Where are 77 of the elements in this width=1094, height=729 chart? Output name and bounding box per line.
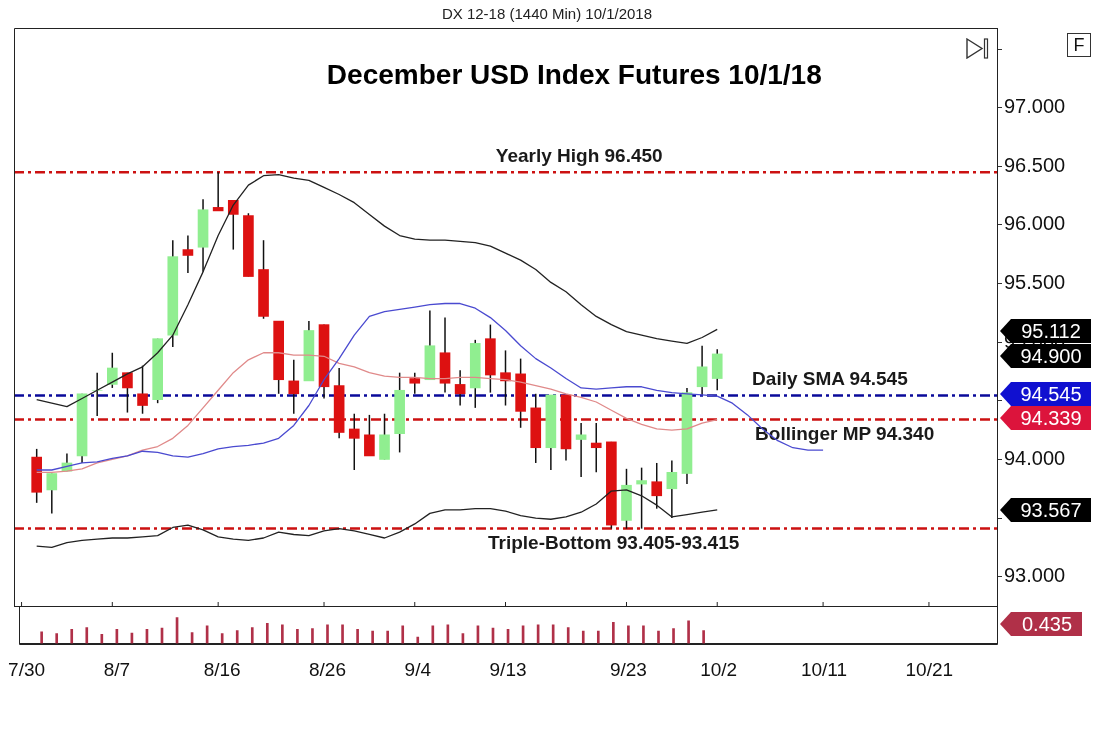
bar [235,630,239,644]
text: 93.567 [1020,498,1082,521]
bar [311,628,314,644]
category-label: 9/23 [609,659,647,681]
bar [702,630,705,644]
category-label: 8/16 [203,659,241,681]
toolbar-button: F [1067,33,1091,57]
candlestick [696,344,708,396]
bar [596,630,600,644]
bar [371,630,374,644]
category-label: 8/7 [103,659,131,681]
bar [326,624,329,644]
candlestick [182,234,194,274]
candlestick [500,349,511,407]
bar [281,624,284,644]
bar [70,628,74,644]
chart-subtitle: DX 12-18 (1440 Min) 10/1/2018 [440,5,654,22]
bar [296,628,299,644]
y-tick-label: 96.000 [1004,212,1066,235]
bar [657,630,660,644]
bar [356,628,359,644]
y-tick-label: 96.500 [1004,153,1066,176]
bar [642,625,645,644]
y-tick-label: 95.500 [1004,271,1066,294]
text: 94.339 [1020,406,1082,429]
candlestick [454,369,466,407]
candlestick [364,414,375,457]
candlestick [575,422,587,478]
ref-line-label: Triple-Bottom 93.405-93.415 [487,532,740,554]
ref-line-label: Daily SMA 94.545 [752,368,909,390]
y-tick-label: 93.000 [1004,564,1066,587]
bar [672,628,675,644]
category-label: 10/2 [700,659,738,681]
candlestick [409,371,421,395]
candlestick [122,371,133,414]
bar [220,633,224,644]
candlestick [288,359,300,415]
category-label: 9/4 [404,659,431,681]
bar [250,627,254,644]
category-label: 10/21 [905,659,954,681]
category-label: 8/26 [309,659,346,681]
candlestick [91,371,103,417]
candlestick [651,462,663,510]
bar [627,625,630,644]
bar [85,627,89,644]
bar [687,620,690,644]
text: 94.545 [1020,382,1082,405]
bar [341,624,344,644]
ref-line-label: Yearly High 96.450 [495,144,663,166]
bar [100,634,104,644]
y-tick-label: 94.000 [1004,446,1066,469]
text: 0.435 [1021,612,1073,635]
candlestick [666,459,678,519]
text: 94.900 [1020,344,1082,367]
candlestick [636,466,647,530]
candlestick [106,352,118,389]
y-tick-label: 97.000 [1004,95,1066,118]
category-label: 9/13 [489,659,527,681]
bar [416,636,420,644]
bar [612,621,615,644]
candlestick [227,199,239,251]
text: December USD Index Futures 10/1/18 [326,58,822,90]
bar [386,630,390,644]
candlestick [590,422,602,474]
category-label: 10/11 [800,659,848,681]
candlestick [46,472,58,515]
text: 95.112 [1021,319,1081,342]
category-label: 7/30 [8,659,46,681]
bar [431,625,435,644]
bar [55,633,59,644]
bar [401,625,405,644]
bar [265,623,269,644]
candlestick [348,412,360,471]
bar [40,631,43,644]
bar [551,624,555,644]
bar [566,627,570,644]
bar [581,630,585,644]
